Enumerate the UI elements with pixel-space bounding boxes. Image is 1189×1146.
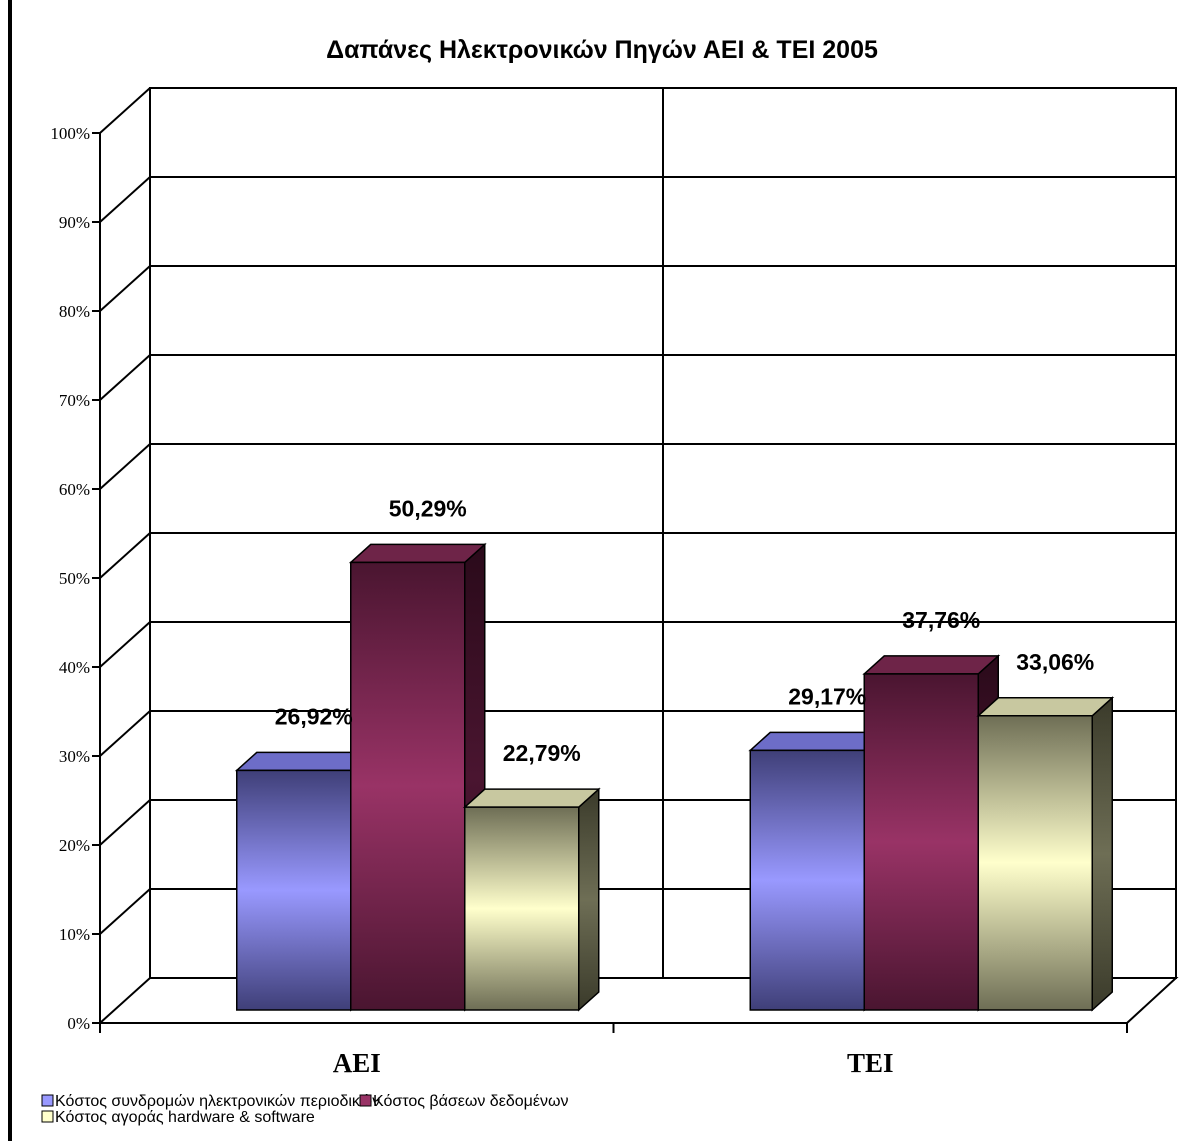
legend: Κόστος συνδρομών ηλεκτρονικών περιοδικών… xyxy=(41,1093,568,1126)
bar-top-face xyxy=(976,697,1115,717)
gridline-side xyxy=(99,799,151,846)
data-label: 37,76% xyxy=(902,607,980,633)
gridline-side xyxy=(99,176,151,223)
x-category-label: ΤΕΙ xyxy=(847,1048,894,1078)
y-tick-label: 80% xyxy=(59,302,90,321)
data-label: 26,92% xyxy=(275,703,353,729)
legend-label: Κόστος βάσεων δεδομένων xyxy=(373,1093,568,1110)
data-label: 33,06% xyxy=(1016,649,1094,675)
legend-label: Κόστος αγοράς hardware & software xyxy=(55,1109,315,1126)
data-label: 50,29% xyxy=(389,495,467,521)
y-tick-label: 10% xyxy=(59,925,90,944)
gridline-side xyxy=(99,265,151,312)
bar xyxy=(464,806,580,1011)
bar xyxy=(749,749,865,1011)
bar xyxy=(863,673,979,1011)
y-tick-label: 0% xyxy=(67,1014,90,1033)
gridline-side xyxy=(99,532,151,579)
bar-top-face xyxy=(348,543,487,564)
chart-title: Δαπάνες Ηλεκτρονικών Πηγών ΑΕΙ & ΤΕΙ 200… xyxy=(326,36,878,64)
y-tick-label: 70% xyxy=(59,391,90,410)
gridline-side xyxy=(99,87,151,134)
gridline-side xyxy=(99,621,151,668)
bar xyxy=(236,769,352,1011)
y-tick-label: 40% xyxy=(59,658,90,677)
bar xyxy=(977,715,1093,1011)
y-tick-label: 50% xyxy=(59,569,90,588)
gridline-side xyxy=(99,888,151,935)
y-tick-label: 60% xyxy=(59,480,90,499)
bar xyxy=(350,561,466,1011)
y-tick-label: 90% xyxy=(59,213,90,232)
bar-top-face xyxy=(462,788,601,808)
gridline-side xyxy=(99,354,151,401)
gridline-side xyxy=(99,710,151,757)
legend-label: Κόστος συνδρομών ηλεκτρονικών περιοδικών xyxy=(55,1093,380,1110)
bar-side-face xyxy=(578,787,600,1012)
data-label: 22,79% xyxy=(503,740,581,766)
floor xyxy=(97,977,1179,1024)
y-tick-label: 30% xyxy=(59,747,90,766)
left-border-line xyxy=(8,0,12,1141)
x-category-label: ΑΕΙ xyxy=(333,1048,381,1078)
bar-side-face xyxy=(1091,696,1113,1012)
y-tick-label: 20% xyxy=(59,836,90,855)
data-label: 29,17% xyxy=(788,683,866,709)
bar-top-face xyxy=(862,655,1001,675)
gridline-side xyxy=(99,443,151,490)
legend-swatch xyxy=(41,1110,54,1123)
legend-swatch xyxy=(41,1094,54,1107)
y-tick-label: 100% xyxy=(50,124,90,143)
legend-swatch xyxy=(359,1094,372,1107)
